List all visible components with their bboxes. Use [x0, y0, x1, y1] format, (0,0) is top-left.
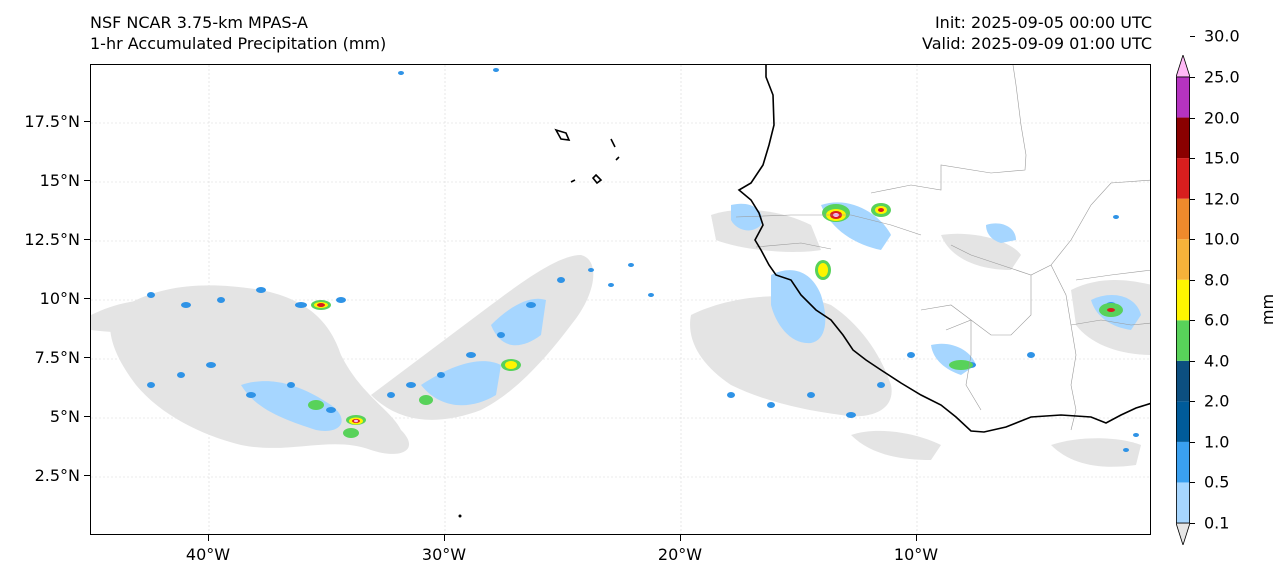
colorbar-tick-mark — [1190, 320, 1195, 322]
init-time: Init: 2025-09-05 00:00 UTC — [934, 13, 1152, 32]
precip-intense-cores — [308, 203, 1123, 438]
colorbar-tick-mark — [1190, 360, 1195, 362]
colorbar-segment — [1176, 239, 1190, 280]
lon-tick-mark — [208, 535, 210, 541]
lat-tick-label: 15°N — [39, 171, 80, 190]
lon-tick-label: 30°W — [421, 545, 467, 564]
colorbar-segment — [1176, 158, 1190, 199]
colorbar-tick-label: 15.0 — [1204, 148, 1240, 168]
colorbar-tick-mark — [1190, 239, 1195, 241]
lon-tick-label: 40°W — [185, 545, 231, 564]
lat-tick-label: 10°N — [39, 289, 80, 308]
colorbar-tick-label: 30.0 — [1204, 26, 1240, 46]
colorbar-frame — [1176, 76, 1190, 524]
colorbar-segment — [1176, 77, 1190, 118]
colorbar-tick-label: 10.0 — [1204, 229, 1240, 249]
lat-tick-label: 2.5°N — [34, 466, 80, 485]
country-borders — [735, 65, 1150, 431]
colorbar-tick-label: 1.0 — [1204, 432, 1230, 452]
colorbar-tick-mark — [1190, 523, 1195, 524]
colorbar-tick-label: 4.0 — [1204, 351, 1230, 371]
colorbar-tick-label: 20.0 — [1204, 108, 1240, 128]
colorbar-tick-label: 8.0 — [1204, 270, 1230, 290]
lon-tick-label: 10°W — [893, 545, 939, 564]
colorbar-tick-label: 0.1 — [1204, 513, 1230, 533]
colorbar-segment — [1176, 401, 1190, 442]
lat-tick-mark — [84, 121, 90, 123]
colorbar-segment — [1176, 441, 1190, 483]
lon-tick-label: 20°W — [657, 545, 703, 564]
coastline — [554, 65, 1150, 433]
lon-tick-mark — [916, 535, 918, 541]
lat-tick-mark — [84, 298, 90, 300]
map-panel[interactable] — [90, 64, 1151, 535]
colorbar-tick-mark — [1190, 401, 1195, 403]
lat-tick-label: 12.5°N — [24, 230, 80, 249]
precip-lightblue-areas — [241, 202, 1141, 431]
lat-tick-label: 5°N — [49, 407, 80, 426]
lat-tick-mark — [84, 239, 90, 241]
lat-tick-mark — [84, 475, 90, 477]
lat-tick-label: 7.5°N — [34, 348, 80, 367]
lat-tick-mark — [84, 180, 90, 182]
precipitation-map — [91, 65, 1150, 534]
colorbar-tick-mark — [1190, 279, 1195, 281]
colorbar-tick-mark — [1190, 198, 1195, 200]
lat-tick-mark — [84, 357, 90, 359]
colorbar-segment — [1176, 482, 1190, 523]
lon-tick-mark — [444, 535, 446, 541]
lat-tick-mark — [84, 416, 90, 418]
colorbar — [1176, 55, 1190, 545]
colorbar-segment — [1176, 360, 1190, 402]
field-title: 1-hr Accumulated Precipitation (mm) — [90, 34, 387, 53]
time-block: Init: 2025-09-05 00:00 UTC Valid: 2025-0… — [922, 12, 1152, 54]
colorbar-extend-min — [1176, 522, 1190, 545]
colorbar-extend-max — [1176, 55, 1190, 78]
colorbar-tick-label: 0.5 — [1204, 472, 1230, 492]
colorbar-tick-mark — [1190, 36, 1195, 38]
colorbar-tick-mark — [1190, 77, 1195, 78]
colorbar-segment — [1176, 198, 1190, 240]
colorbar-title: mm — [1258, 293, 1278, 326]
island-dot — [458, 514, 462, 518]
colorbar-tick-label: 25.0 — [1204, 67, 1240, 87]
model-title: NSF NCAR 3.75-km MPAS-A — [90, 13, 308, 32]
precip-light-areas — [91, 209, 1150, 467]
colorbar-tick-label: 2.0 — [1204, 391, 1230, 411]
colorbar-segment — [1176, 279, 1190, 321]
colorbar-tick-label: 12.0 — [1204, 189, 1240, 209]
valid-time: Valid: 2025-09-09 01:00 UTC — [921, 34, 1152, 53]
colorbar-tick-mark — [1190, 158, 1195, 160]
colorbar-tick-mark — [1190, 117, 1195, 119]
lat-tick-label: 17.5°N — [24, 112, 80, 131]
colorbar-tick-mark — [1190, 441, 1195, 443]
colorbar-tick-mark — [1190, 482, 1195, 484]
colorbar-segment — [1176, 117, 1190, 159]
colorbar-segment — [1176, 320, 1190, 361]
lon-tick-mark — [680, 535, 682, 541]
colorbar-tick-label: 6.0 — [1204, 310, 1230, 330]
map-title-block: NSF NCAR 3.75-km MPAS-A 1-hr Accumulated… — [90, 12, 386, 54]
